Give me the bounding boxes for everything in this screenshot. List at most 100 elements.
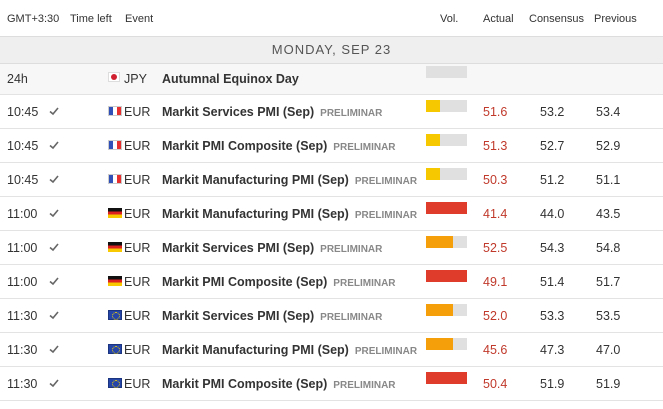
table-row[interactable]: 11:30 EUR Markit PMI Composite (Sep) PRELIM… (0, 367, 663, 401)
volatility-bar (426, 372, 467, 384)
checkmark-icon (48, 173, 60, 185)
volatility-fill (426, 168, 440, 180)
de-flag-icon (108, 242, 122, 252)
consensus-header: Consensus (529, 13, 585, 25)
event-name[interactable]: Markit Services PMI (Sep) PRELIMINAR (162, 241, 382, 255)
time-left-header: Time left (70, 13, 112, 25)
event-name[interactable]: Markit PMI Composite (Sep) PRELIMINAR (162, 275, 396, 289)
actual-value: 51.3 (483, 139, 508, 153)
volatility-bar (426, 168, 467, 180)
actual-value: 50.3 (483, 173, 508, 187)
table-row[interactable]: 11:00 EUR Markit PMI Composite (Sep) PRELIM… (0, 265, 663, 299)
table-row[interactable]: 24h JPY Autumnal Equinox Day (0, 64, 663, 95)
checkmark-icon (48, 309, 60, 321)
event-title[interactable]: Markit Services PMI (Sep) (162, 309, 315, 323)
event-time: 11:00 (7, 207, 38, 221)
timezone-selector[interactable]: GMT+3:30 (7, 13, 60, 25)
volatility-bar (426, 236, 467, 248)
event-header: Event (125, 13, 154, 25)
preliminary-tag: PRELIMINAR (320, 244, 383, 255)
event-title[interactable]: Markit Services PMI (Sep) (162, 105, 315, 119)
event-time: 24h (7, 72, 28, 86)
event-time: 11:00 (7, 241, 38, 255)
event-title[interactable]: Markit PMI Composite (Sep) (162, 377, 328, 391)
actual-value: 51.6 (483, 105, 508, 119)
event-title[interactable]: Markit Manufacturing PMI (Sep) (162, 207, 349, 221)
volatility-fill (426, 134, 440, 146)
date-label: MONDAY, SEP 23 (271, 42, 392, 57)
checkmark-icon (48, 139, 60, 151)
event-time: 10:45 (7, 173, 39, 187)
previous-value: 43.5 (596, 207, 621, 221)
fr-flag-icon (108, 106, 122, 116)
volatility-bar (426, 202, 467, 214)
event-name[interactable]: Markit PMI Composite (Sep) PRELIMINAR (162, 377, 396, 391)
table-row[interactable]: 10:45 EUR Markit Manufacturing PMI (Sep) PR… (0, 163, 663, 197)
event-time: 10:45 (7, 105, 39, 119)
event-name[interactable]: Autumnal Equinox Day (162, 72, 299, 86)
volatility-bar (426, 304, 467, 316)
event-name[interactable]: Markit Manufacturing PMI (Sep) PRELIMINAR (162, 173, 417, 187)
event-time: 10:45 (7, 139, 39, 153)
volatility-bar (426, 100, 467, 112)
table-row[interactable]: 11:00 EUR Markit Manufacturing PMI (Sep) PR… (0, 197, 663, 231)
volatility-fill (426, 202, 467, 214)
event-title[interactable]: Autumnal Equinox Day (162, 72, 299, 86)
checkmark-icon (48, 275, 60, 287)
preliminary-tag: PRELIMINAR (354, 346, 418, 357)
previous-value: 51.7 (596, 275, 621, 289)
currency-code: EUR (124, 207, 151, 221)
preliminary-tag: PRELIMINAR (333, 142, 396, 153)
table-row[interactable]: 11:30 EUR Markit Services PMI (Sep) PRELIMI… (0, 299, 663, 333)
actual-value: 41.4 (483, 207, 508, 221)
consensus-value: 51.2 (540, 173, 565, 187)
currency-code: EUR (124, 275, 151, 289)
previous-value: 47.0 (596, 343, 621, 357)
event-name[interactable]: Markit Manufacturing PMI (Sep) PRELIMINAR (162, 207, 417, 221)
checkmark-icon (48, 343, 60, 355)
event-time: 11:00 (7, 275, 38, 289)
de-flag-icon (108, 208, 122, 218)
volatility-fill (426, 100, 440, 112)
currency-code: EUR (124, 377, 151, 391)
volatility-bar (426, 338, 467, 350)
volatility-fill (426, 236, 454, 248)
event-name[interactable]: Markit Manufacturing PMI (Sep) PRELIMINAR (162, 343, 417, 357)
preliminary-tag: PRELIMINAR (354, 176, 418, 187)
eu-flag-icon (108, 310, 122, 320)
actual-value: 45.6 (483, 343, 508, 357)
event-time: 11:30 (7, 343, 38, 357)
checkmark-icon (48, 207, 60, 219)
currency-code: EUR (124, 173, 151, 187)
table-row[interactable]: 11:30 EUR Markit Manufacturing PMI (Sep) PR… (0, 333, 663, 367)
consensus-value: 44.0 (540, 207, 565, 221)
event-title[interactable]: Markit Services PMI (Sep) (162, 241, 315, 255)
currency-code: EUR (124, 309, 151, 323)
preliminary-tag: PRELIMINAR (354, 210, 418, 221)
consensus-value: 47.3 (540, 343, 565, 357)
volatility-fill (426, 338, 454, 350)
table-row[interactable]: 10:45 EUR Markit PMI Composite (Sep) PRELIM… (0, 129, 663, 163)
preliminary-tag: PRELIMINAR (333, 278, 396, 289)
eu-flag-icon (108, 344, 122, 354)
table-row[interactable]: 10:45 EUR Markit Services PMI (Sep) PRELIMI… (0, 95, 663, 129)
currency-code: EUR (124, 343, 151, 357)
event-name[interactable]: Markit Services PMI (Sep) PRELIMINAR (162, 309, 382, 323)
table-row[interactable]: 11:00 EUR Markit Services PMI (Sep) PRELIMI… (0, 231, 663, 265)
event-name[interactable]: Markit PMI Composite (Sep) PRELIMINAR (162, 139, 396, 153)
actual-header: Actual (483, 13, 514, 25)
volatility-fill (426, 304, 454, 316)
event-title[interactable]: Markit PMI Composite (Sep) (162, 275, 328, 289)
event-title[interactable]: Markit PMI Composite (Sep) (162, 139, 328, 153)
event-title[interactable]: Markit Manufacturing PMI (Sep) (162, 343, 349, 357)
event-name[interactable]: Markit Services PMI (Sep) PRELIMINAR (162, 105, 382, 119)
fr-flag-icon (108, 174, 122, 184)
event-title[interactable]: Markit Manufacturing PMI (Sep) (162, 173, 349, 187)
preliminary-tag: PRELIMINAR (333, 380, 396, 391)
previous-value: 53.5 (596, 309, 621, 323)
fr-flag-icon (108, 140, 122, 150)
consensus-value: 52.7 (540, 139, 565, 153)
volatility-fill (426, 372, 467, 384)
previous-value: 54.8 (596, 241, 621, 255)
currency-code: JPY (124, 72, 147, 86)
